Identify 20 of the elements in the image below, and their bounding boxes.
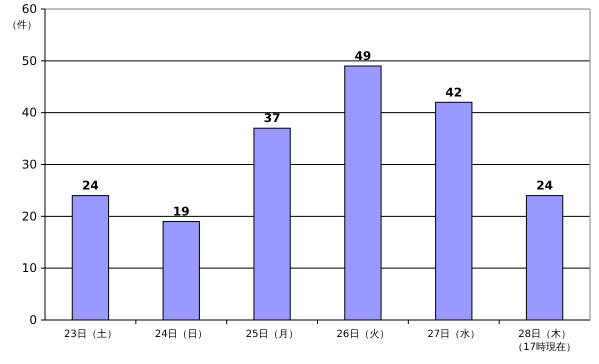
data-label: 42 <box>445 85 462 100</box>
data-label: 24 <box>536 178 553 193</box>
y-axis-title: （件） <box>7 20 37 31</box>
x-tick-label: 26日（火） <box>336 328 390 340</box>
x-tick-label: 24日（日） <box>154 329 208 340</box>
data-label: 49 <box>354 49 372 64</box>
y-tick-label: 20 <box>22 209 37 224</box>
y-tick-label: 30 <box>22 158 37 172</box>
data-label: 24 <box>82 178 99 193</box>
y-tick-label: 10 <box>22 261 37 276</box>
y-tick-label: 0 <box>29 313 37 327</box>
y-tick-label: 50 <box>22 54 37 68</box>
y-tick-label: 40 <box>22 106 37 120</box>
x-tick-label: 25日（月） <box>246 329 298 340</box>
y-tick-label: 60 <box>22 2 37 16</box>
x-tick-label: 28日（木）（17時現在） <box>513 328 576 353</box>
x-tick-label: 27日（水） <box>427 328 480 340</box>
data-label: 37 <box>264 111 280 126</box>
data-label: 19 <box>172 204 190 219</box>
x-tick-label: 23日（土） <box>64 328 117 340</box>
